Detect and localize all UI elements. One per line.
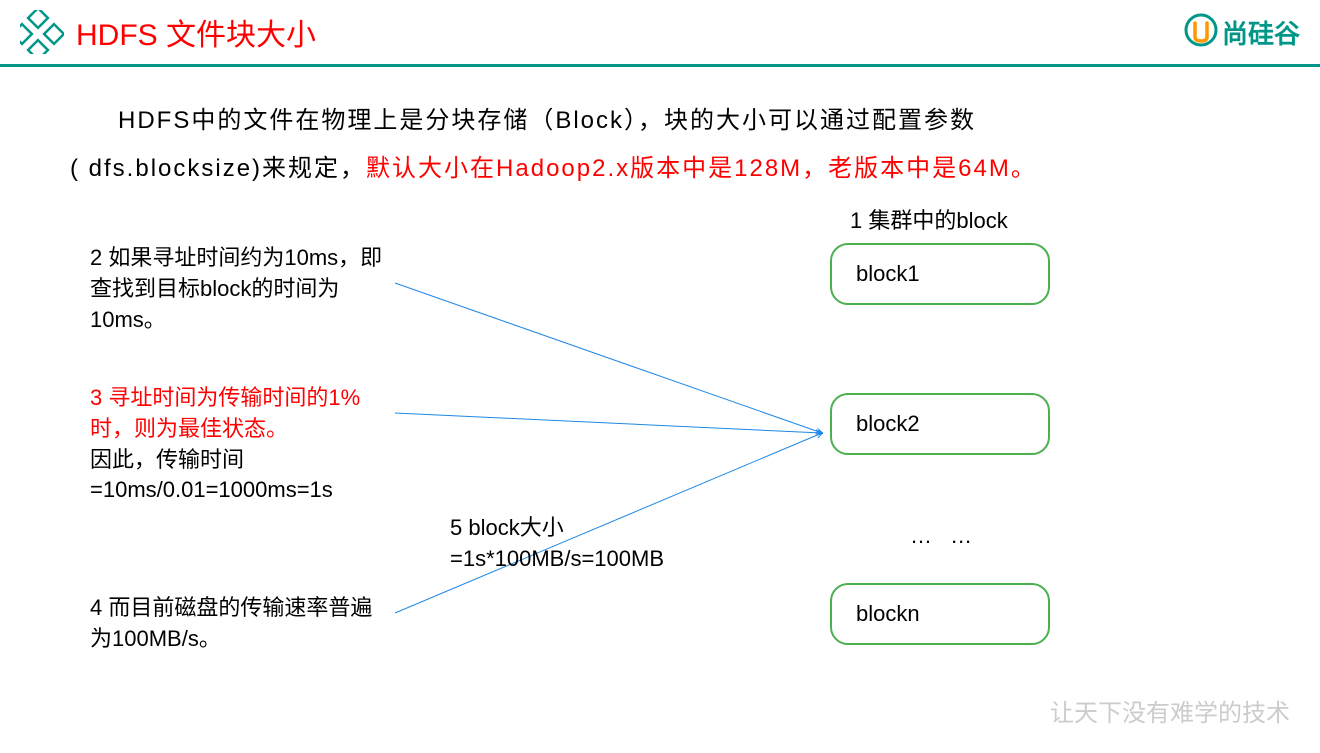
block-n: blockn [830, 583, 1050, 645]
content: HDFS中的文件在物理上是分块存储（Block），块的大小可以通过配置参数 ( … [0, 67, 1320, 753]
arrow-1 [395, 283, 822, 433]
intro-line2b: 默认大小在Hadoop2.x版本中是128M，老版本中是64M。 [366, 155, 1037, 182]
brand: 尚硅谷 [1184, 13, 1300, 52]
intro-text: HDFS中的文件在物理上是分块存储（Block），块的大小可以通过配置参数 ( … [50, 97, 1270, 193]
blocks-ellipsis: … … [910, 523, 978, 549]
footer-slogan: 让天下没有难学的技术 [1050, 693, 1290, 728]
page-title: HDFS 文件块大小 [76, 10, 316, 54]
intro-line2a: ( dfs.blocksize)来规定， [70, 155, 366, 182]
title-group: HDFS 文件块大小 [20, 10, 316, 54]
diagram: 2 如果寻址时间约为10ms，即查找到目标block的时间为10ms。 3 寻址… [50, 203, 1270, 723]
note-5: 5 block大小=1s*100MB/s=100MB [450, 513, 770, 575]
brand-text: 尚硅谷 [1222, 14, 1300, 51]
block-1: block1 [830, 243, 1050, 305]
header: HDFS 文件块大小 尚硅谷 [0, 0, 1320, 64]
diamond-icon [20, 10, 64, 54]
block-2: block2 [830, 393, 1050, 455]
blocks-title: 1 集群中的block [850, 203, 1008, 235]
intro-line1: HDFS中的文件在物理上是分块存储（Block），块的大小可以通过配置参数 [118, 107, 976, 134]
note-3: 3 寻址时间为传输时间的1%时，则为最佳状态。 因此，传输时间=10ms/0.0… [90, 383, 390, 506]
brand-icon [1184, 13, 1218, 52]
note-3b: 因此，传输时间=10ms/0.01=1000ms=1s [90, 447, 333, 503]
note-2: 2 如果寻址时间约为10ms，即查找到目标block的时间为10ms。 [90, 243, 390, 335]
note-3a: 3 寻址时间为传输时间的1%时，则为最佳状态。 [90, 385, 360, 441]
note-4: 4 而目前磁盘的传输速率普遍为100MB/s。 [90, 593, 390, 655]
arrow-2 [395, 413, 822, 433]
